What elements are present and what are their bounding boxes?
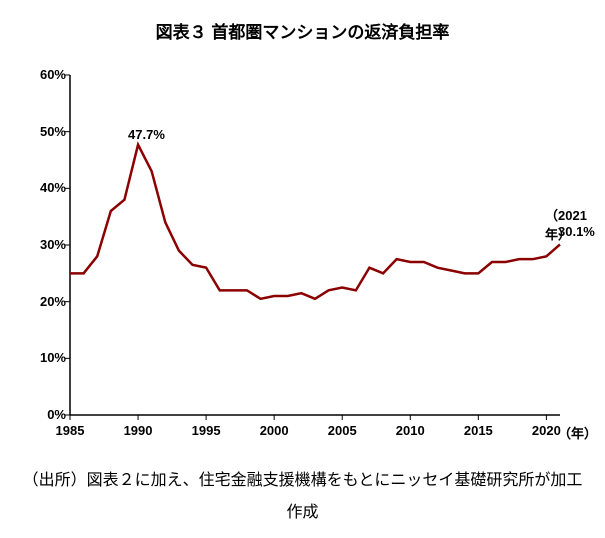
y-tick-label: 0%: [30, 407, 66, 422]
chart-annotation: 30.1%: [558, 224, 595, 239]
source-note: （出所）図表２に加え、住宅金融支援機構をもとにニッセイ基礎研究所が加工作成: [0, 465, 605, 529]
y-tick-label: 20%: [30, 294, 66, 309]
x-tick-label: 2005: [322, 423, 362, 438]
x-tick-label: 1990: [118, 423, 158, 438]
x-axis-unit: （年）: [558, 423, 597, 442]
x-tick-label: 2010: [390, 423, 430, 438]
data-line: [70, 145, 560, 299]
x-tick-label: 1985: [50, 423, 90, 438]
x-tick-label: 2015: [458, 423, 498, 438]
x-tick-label: 1995: [186, 423, 226, 438]
y-tick-label: 60%: [30, 67, 66, 82]
y-tick-label: 10%: [30, 350, 66, 365]
chart-title: 図表３ 首都圏マンションの返済負担率: [0, 0, 605, 43]
y-tick-label: 40%: [30, 180, 66, 195]
chart-annotation: 47.7%: [128, 127, 165, 142]
x-tick-label: 2000: [254, 423, 294, 438]
y-tick-label: 50%: [30, 124, 66, 139]
chart-container: 0% 10% 20% 30% 40% 50% 60% 1985 1990 1995 2000 200…: [30, 55, 575, 450]
y-tick-label: 30%: [30, 237, 66, 252]
